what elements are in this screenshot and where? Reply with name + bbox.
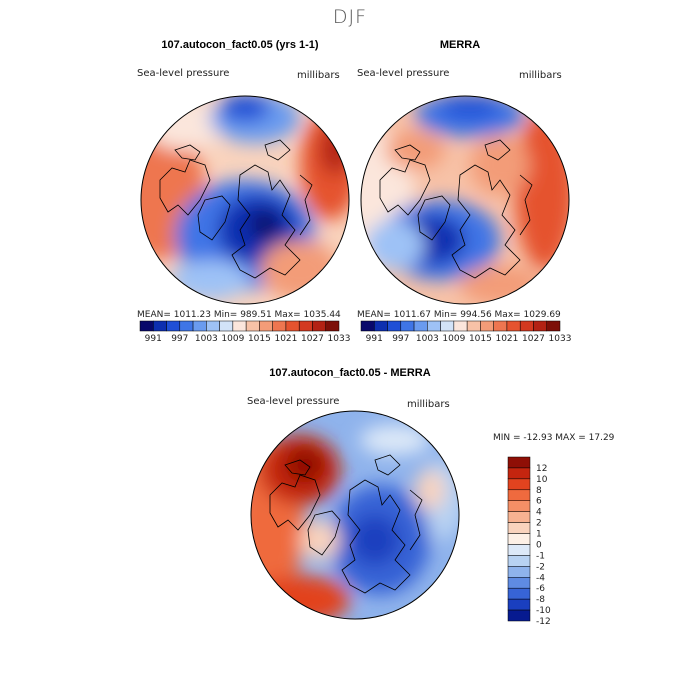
colorbar-3-tick-label: -10 [536,606,551,616]
colorbar-1-tick-label: 1003 [195,334,218,344]
colorbar-3-swatch [507,500,531,512]
panel-2-variable-label: Sea-level pressure [357,68,450,79]
colorbar-3-tick-label: 1 [536,530,542,540]
colorbar-1-tick-label: 1009 [221,334,244,344]
colorbar-3-tick-label: -1 [536,551,545,561]
colorbar-3-swatch [507,533,531,545]
panel-3-title: 107.autocon_fact0.05 - MERRA [269,367,431,379]
colorbar-1-tick-label: 997 [171,334,188,344]
colorbar-3-tick-label: 0 [536,540,542,550]
panel-3-variable-label: Sea-level pressure [247,396,340,407]
colorbar-3-swatch [507,467,531,480]
colorbar-2-tick-label: 1009 [442,334,465,344]
colorbar-2-tick-label: 1003 [416,334,439,344]
colorbar-3-swatch [507,555,531,567]
panel-3-stats: MIN = -12.93 MAX = 17.29 [493,433,615,443]
colorbar-2-tick-label: 1015 [469,334,492,344]
colorbar-3-swatch [507,566,531,578]
colorbar-3-tick-label: 10 [536,475,548,485]
colorbar-3-swatch [507,587,531,600]
panel-1-variable-label: Sea-level pressure [137,68,230,79]
panel-1-units-label: millibars [297,70,340,81]
colorbar-3-tick-label: -8 [536,595,545,605]
colorbar-2-swatch [546,320,561,332]
colorbar-1-tick-label: 991 [145,334,162,344]
panel-2-units-label: millibars [519,70,562,81]
panel-3-units-label: millibars [407,399,450,410]
colorbar-2-tick-label: 997 [392,334,409,344]
colorbar-2-tick-label: 1027 [522,334,545,344]
colorbar-3-swatch [507,511,531,523]
panel-1-title: 107.autocon_fact0.05 (yrs 1-1) [161,39,319,51]
colorbar-2-tick-label: 1033 [549,334,572,344]
colorbar-3-tick-label: -2 [536,562,545,572]
colorbar-3-swatch [507,522,531,534]
colorbar-3-tick-label: -6 [536,584,545,594]
colorbar-3-swatch [507,489,531,501]
colorbar-2-tick-label: 991 [366,334,383,344]
panel-2-title: MERRA [439,39,481,51]
colorbar-3-tick-label: 8 [536,486,542,496]
panel-2-stats: MEAN= 1011.67 Min= 994.56 Max= 1029.69 [357,310,561,320]
colorbar-3-swatch [507,544,531,556]
colorbar-1-swatch [325,320,340,332]
colorbar-1-tick-label: 1015 [248,334,271,344]
colorbar-1-tick-label: 1027 [301,334,324,344]
colorbar-3-tick-label: 2 [536,519,542,529]
colorbar-1-tick-label: 1033 [328,334,351,344]
colorbar-3-tick-label: -12 [536,617,551,627]
colorbar-3-swatch [507,598,531,611]
panel-1-stats: MEAN= 1011.23 Min= 989.51 Max= 1035.44 [137,310,341,320]
colorbar-2-tick-label: 1021 [495,334,518,344]
colorbar-3-swatch [507,456,531,469]
figure-title: DJF [332,6,368,28]
colorbar-3-tick-label: -4 [536,573,545,583]
colorbar-3-swatch [507,478,531,491]
colorbar-3-swatch [507,577,531,589]
colorbar-3-tick-label: 6 [536,497,542,507]
colorbar-3-tick-label: 4 [536,508,542,518]
colorbar-3-tick-label: 12 [536,464,547,474]
colorbar-3-swatch [507,609,531,622]
colorbar-1-tick-label: 1021 [274,334,297,344]
